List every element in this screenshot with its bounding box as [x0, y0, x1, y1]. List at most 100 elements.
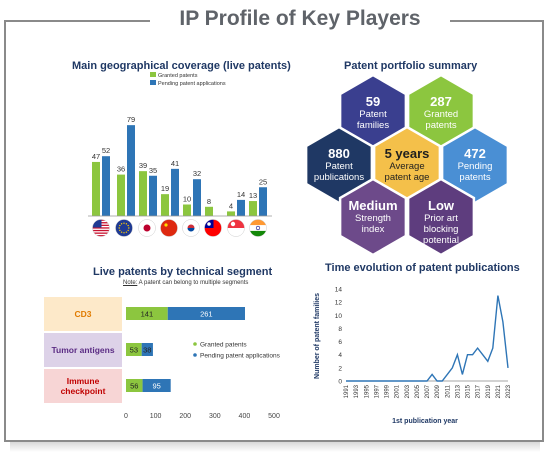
label-pending-in: 25 — [259, 177, 267, 186]
bar-granted-jp — [139, 171, 147, 216]
timeline-ytick-14: 14 — [335, 287, 343, 294]
segment-tumor-text: Tumor antigens — [51, 345, 115, 355]
jp-flag-icon — [138, 219, 156, 237]
timeline-xtick-2015: 2015 — [466, 384, 472, 398]
segment-label-cd3: CD3 — [44, 297, 122, 331]
seg-legend-granted-label: Granted patents — [200, 342, 247, 349]
bar-pending-tumor-antigens — [141, 343, 153, 356]
label-pending-us: 52 — [102, 146, 110, 155]
label-granted-sg: 4 — [229, 201, 233, 210]
sg-flag-icon — [227, 219, 245, 237]
hex-strength-index-text: Strength index — [355, 212, 391, 235]
hex-granted-patents-value: 287 — [430, 94, 452, 109]
frame-shadow — [10, 442, 540, 452]
legend-granted-label: Granted patents — [158, 73, 198, 79]
timeline-ytick-8: 8 — [338, 326, 342, 333]
bar-granted-in — [249, 201, 257, 216]
hex-patent-families-label: 59 Patent families — [343, 94, 403, 132]
label-granted-ep: 36 — [117, 165, 125, 174]
hex-pending-patents-value: 472 — [464, 146, 486, 161]
timeline-ytick-10: 10 — [335, 313, 343, 320]
label-granted-in: 13 — [249, 191, 257, 200]
timeline-xtick-2003: 2003 — [405, 384, 411, 398]
segments-note: Note: A patent can belong to multiple se… — [123, 280, 248, 286]
hex-granted-patents-text: Granted patents — [423, 108, 459, 131]
hex-pending-patents-label: 472 Pending patents — [445, 146, 505, 184]
timeline-xtick-2009: 2009 — [435, 384, 441, 398]
eu-flag-icon — [115, 219, 133, 237]
bar-pending-cd3 — [167, 307, 245, 320]
label-granted-tumor-antigens: 53 — [130, 346, 138, 355]
geo-chart-title: Main geographical coverage (live patents… — [72, 60, 291, 72]
page-title: IP Profile of Key Players — [179, 7, 421, 30]
note-text: A patent can belong to multiple segments — [137, 280, 249, 286]
timeline-xtick-1999: 1999 — [385, 384, 391, 398]
note-prefix: Note: — [123, 280, 138, 286]
label-granted-tw: 8 — [207, 197, 211, 206]
seg-xtick-300: 300 — [209, 413, 221, 420]
title-wrap: IP Profile of Key Players — [150, 2, 450, 36]
hex-prior-art-label: Low Prior art blocking potential — [411, 198, 471, 247]
hex-prior-art-text: Prior art blocking potential — [423, 212, 459, 246]
bar-granted-tw — [205, 206, 213, 216]
bar-granted-immune-checkpoint — [126, 379, 143, 392]
bar-granted-sg — [227, 211, 235, 216]
hex-prior-art-value: Low — [428, 198, 454, 213]
seg-xtick-0: 0 — [124, 413, 128, 420]
bar-pending-sg — [237, 199, 245, 216]
hex-patent-families-value: 59 — [365, 94, 381, 109]
hex-granted-patents-label: 287 Granted patents — [411, 94, 471, 132]
timeline-ytick-12: 12 — [335, 300, 343, 307]
hex-average-age-value: 5 years — [384, 146, 430, 161]
bar-granted-kr — [183, 204, 191, 216]
kr-flag-icon — [182, 219, 200, 237]
timeline-xtick-2017: 2017 — [476, 384, 482, 398]
timeline-xtick-1995: 1995 — [364, 384, 370, 398]
label-granted-immune-checkpoint: 56 — [130, 382, 138, 391]
hex-patent-publications-label: 880 Patent publications — [309, 146, 369, 184]
tw-flag-icon — [204, 219, 222, 237]
legend-granted-swatch — [150, 72, 156, 77]
timeline-xtick-2011: 2011 — [445, 384, 451, 398]
timeline-ytick-6: 6 — [338, 339, 342, 346]
hex-average-age-text: Average patent age — [384, 160, 430, 183]
timeline-y-label: Number of patent families — [314, 293, 321, 379]
label-granted-kr: 10 — [183, 195, 191, 204]
label-pending-immune-checkpoint: 95 — [152, 382, 160, 391]
seg-xtick-400: 400 — [239, 413, 251, 420]
label-pending-ep: 79 — [127, 115, 135, 124]
segment-immune-text: Immune checkpoint — [60, 376, 106, 396]
timeline-xtick-1993: 1993 — [354, 384, 360, 398]
timeline-title: Time evolution of patent publications — [325, 262, 520, 274]
bar-granted-us — [92, 161, 100, 216]
bar-pending-cn — [171, 168, 179, 216]
segment-cd3-text: CD3 — [74, 309, 92, 319]
hex-strength-index-label: Medium Strength index — [343, 198, 403, 236]
bar-pending-jp — [149, 175, 157, 216]
seg-legend-pending-label: Pending patent applications — [200, 353, 281, 360]
timeline-xtick-2001: 2001 — [395, 384, 401, 398]
timeline-ytick-0: 0 — [338, 379, 342, 386]
segment-label-immune-checkpoint: Immune checkpoint — [44, 369, 122, 403]
label-pending-kr: 32 — [193, 169, 201, 178]
segments-title: Live patents by technical segment — [93, 266, 273, 278]
bar-pending-ep — [127, 125, 135, 216]
label-granted-jp: 39 — [139, 161, 147, 170]
label-granted-cn: 19 — [161, 184, 169, 193]
timeline-ytick-4: 4 — [338, 352, 342, 359]
bar-granted-ep — [117, 174, 125, 216]
seg-legend-pending-dot — [193, 353, 197, 357]
label-granted-us: 47 — [92, 152, 100, 161]
timeline-xtick-1991: 1991 — [344, 384, 350, 398]
hex-average-age-label: 5 years Average patent age — [377, 146, 437, 184]
timeline-xtick-2023: 2023 — [506, 384, 512, 398]
label-pending-tumor-antigens: 38 — [143, 346, 151, 355]
label-pending-jp: 35 — [149, 166, 157, 175]
timeline-xtick-2013: 2013 — [455, 384, 461, 398]
cn-flag-icon — [160, 219, 178, 237]
timeline-xtick-2019: 2019 — [486, 384, 492, 398]
summary-title: Patent portfolio summary — [344, 60, 478, 72]
label-pending-cd3: 261 — [200, 310, 213, 319]
